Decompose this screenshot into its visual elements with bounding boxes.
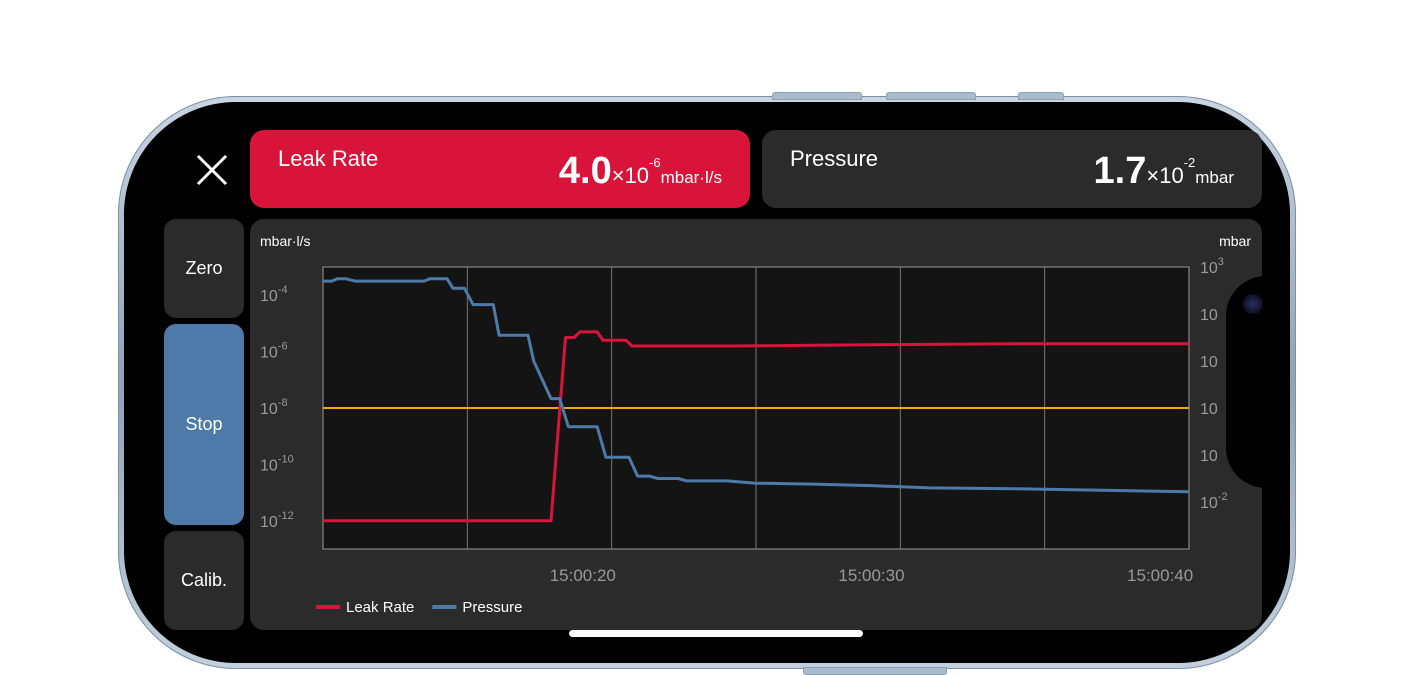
right-tick-label: 10 (1200, 448, 1218, 465)
x-tick-label: 15:00:40 (1127, 566, 1193, 585)
right-axis-unit: mbar (1219, 233, 1251, 249)
x-tick-label: 15:00:20 (550, 566, 616, 585)
pressure-card[interactable]: Pressure 1.7 ×10 -2 mbar (762, 130, 1262, 208)
leak-rate-title: Leak Rate (278, 146, 379, 171)
right-tick-label: 10 (1200, 354, 1218, 371)
left-tick-label: 10-12 (260, 510, 294, 531)
pressure-exponent: -2 (1183, 155, 1196, 170)
leak-rate-exponent: -6 (649, 155, 661, 170)
pressure-value: 1.7 ×10 -2 mbar (1094, 150, 1234, 193)
right-tick-label: 10 (1200, 401, 1218, 418)
pressure-unit: mbar (1195, 168, 1234, 187)
right-tick-label: 10 (1200, 307, 1218, 324)
chart-panel: mbar·l/s mbar 10-4 10-6 10-8 10-10 10-12 103 10 1… (250, 219, 1262, 630)
leak-rate-value: 4.0 ×10 -6 mbar·l/s (559, 150, 722, 193)
close-icon (196, 154, 228, 186)
power-button (803, 667, 947, 675)
series-line-leak-rate (323, 330, 1189, 523)
x-tick-label: 15:00:30 (838, 566, 904, 585)
right-tick-label: 103 (1200, 256, 1224, 277)
left-axis-unit: mbar·l/s (260, 233, 311, 249)
left-tick-label: 10-4 (260, 284, 288, 305)
series-line-pressure (323, 277, 1190, 494)
right-tick-label: 10-2 (1200, 491, 1228, 512)
volume-down-button (772, 92, 862, 100)
trend-chart: mbar·l/s mbar 10-4 10-6 10-8 10-10 10-12 103 10 1… (260, 233, 1251, 616)
left-tick-label: 10-6 (260, 341, 288, 362)
calib-button[interactable]: Calib. (164, 531, 244, 630)
leak-rate-card[interactable]: Leak Rate 4.0 ×10 -6 mbar·l/s (250, 130, 750, 208)
home-indicator[interactable] (569, 630, 863, 637)
mute-switch (1018, 92, 1064, 100)
pressure-title: Pressure (790, 146, 879, 171)
leak-rate-mantissa: 4.0 (558, 150, 612, 192)
legend-label: Pressure (462, 599, 522, 616)
volume-up-button (886, 92, 976, 100)
close-button[interactable] (190, 148, 234, 192)
pressure-times: ×10 (1146, 163, 1184, 188)
leak-rate-times: ×10 (611, 163, 650, 188)
left-tick-label: 10-8 (260, 397, 288, 418)
leak-rate-unit: mbar·l/s (660, 168, 722, 187)
zero-button[interactable]: Zero (164, 219, 244, 318)
front-camera (1243, 294, 1263, 314)
pressure-mantissa: 1.7 (1093, 150, 1147, 192)
legend-label: Leak Rate (346, 599, 414, 616)
stop-button[interactable]: Stop (164, 324, 244, 525)
left-tick-label: 10-10 (260, 453, 294, 474)
